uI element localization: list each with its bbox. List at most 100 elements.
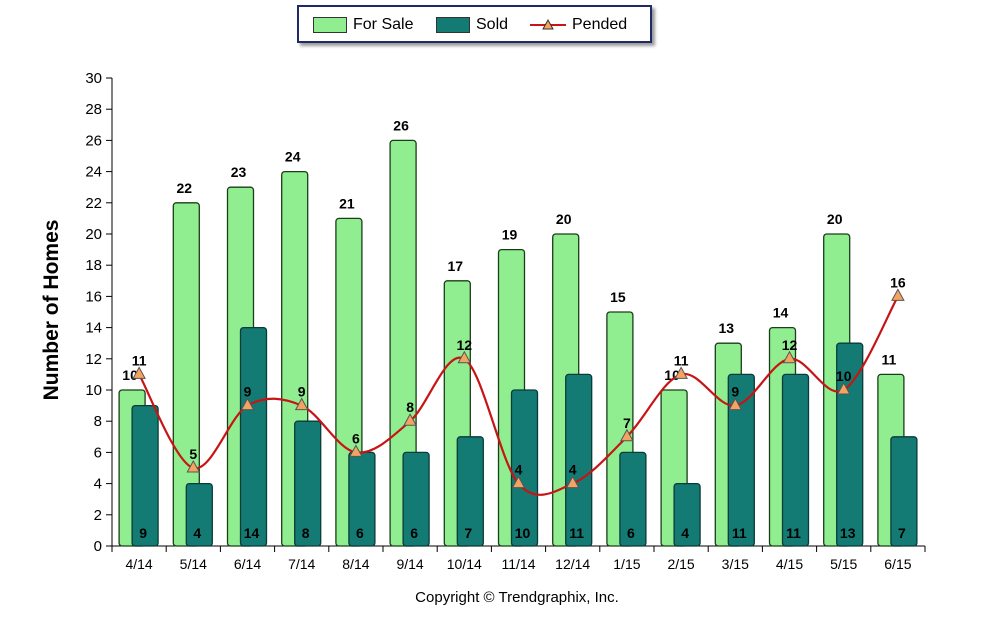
x-tick-label: 4/14 (125, 556, 152, 572)
bar-sold (565, 373, 593, 547)
y-tick-label: 0 (94, 538, 102, 555)
bar-sold (456, 436, 484, 547)
marker-pended (349, 444, 363, 457)
point-label-pended: 8 (406, 399, 414, 415)
bar-label-for-sale: 11 (881, 351, 896, 367)
bar-label-for-sale: 19 (502, 227, 518, 243)
y-tick-label: 24 (85, 164, 102, 181)
legend-label-for-sale: For Sale (353, 16, 414, 33)
bar-label-sold: 13 (840, 525, 856, 541)
bar-sold (185, 482, 213, 547)
bar-label-for-sale: 17 (448, 258, 464, 274)
marker-pended (240, 397, 255, 411)
bar-label-for-sale: 21 (339, 195, 355, 211)
point-label-pended: 6 (352, 430, 360, 446)
bar-label-sold: 7 (464, 525, 472, 541)
y-tick-label: 30 (85, 70, 102, 87)
point-label-pended: 11 (132, 352, 147, 368)
legend-swatch-for-sale (313, 17, 347, 33)
point-label-pended: 4 (515, 462, 523, 478)
point-label-pended: 12 (457, 337, 473, 353)
bar-sold (402, 451, 430, 547)
x-tick-label: 1/15 (613, 556, 640, 572)
bar-label-for-sale: 26 (393, 117, 409, 133)
y-tick-label: 12 (85, 351, 102, 368)
y-tick-label: 2 (94, 507, 102, 524)
legend-swatch-pended (530, 18, 566, 30)
bar-label-sold: 6 (356, 525, 364, 541)
bar-sold (239, 326, 268, 547)
bar-label-for-sale: 24 (285, 149, 301, 165)
x-tick-label: 2/15 (667, 556, 694, 572)
legend-label-sold: Sold (476, 16, 509, 33)
x-tick-label: 4/15 (776, 556, 803, 572)
y-tick-label: 22 (85, 195, 102, 212)
marker-pended (674, 366, 688, 379)
point-label-pended: 7 (623, 415, 631, 431)
bar-label-for-sale: 13 (719, 320, 735, 336)
copyright-text: Copyright © Trendgraphix, Inc. (415, 589, 619, 606)
bar-label-sold: 11 (732, 525, 747, 541)
bar-sold (781, 373, 810, 547)
legend-item-pended: Pended (530, 16, 627, 34)
bar-label-sold: 6 (627, 525, 635, 541)
bar-label-sold: 6 (410, 525, 418, 541)
bar-sold (890, 436, 918, 547)
point-label-pended: 9 (298, 384, 306, 400)
marker-pended (565, 475, 580, 489)
point-label-pended: 4 (569, 462, 577, 478)
y-tick-label: 4 (94, 476, 102, 493)
x-tick-label: 8/14 (342, 556, 369, 572)
legend-label-pended: Pended (572, 16, 628, 33)
y-tick-label: 8 (94, 413, 102, 430)
marker-pended (457, 350, 472, 364)
point-label-pended: 5 (189, 446, 197, 462)
bar-label-for-sale: 23 (231, 164, 247, 180)
marker-pended (186, 459, 201, 473)
point-label-pended: 9 (731, 384, 739, 400)
bar-label-sold: 4 (193, 525, 201, 541)
y-axis-label: Number of Homes (40, 219, 63, 401)
y-tick-label: 16 (85, 288, 102, 305)
bar-for-sale (389, 139, 417, 547)
x-tick-label: 6/14 (234, 556, 261, 572)
x-tick-label: 6/15 (884, 556, 911, 572)
bar-sold (673, 482, 701, 547)
legend-item-for-sale: For Sale (313, 16, 413, 34)
bar-label-for-sale: 14 (773, 305, 789, 321)
x-tick-label: 5/14 (180, 556, 207, 572)
marker-pended (728, 397, 743, 411)
marker-pended (403, 413, 417, 426)
marker-pended (294, 397, 309, 411)
bar-label-sold: 14 (244, 525, 260, 541)
bar-label-for-sale: 20 (556, 211, 572, 227)
y-tick-label: 18 (85, 257, 102, 274)
legend-swatch-sold (436, 17, 470, 33)
x-tick-label: 9/14 (396, 556, 423, 572)
bar-label-for-sale: 10 (664, 367, 680, 383)
bar-label-sold: 11 (569, 525, 584, 541)
marker-pended (511, 475, 526, 489)
bar-sold (619, 451, 647, 547)
bar-for-sale (172, 202, 200, 547)
x-tick-label: 10/14 (447, 556, 482, 572)
point-label-pended: 11 (674, 352, 689, 368)
bar-sold (131, 404, 159, 547)
bar-label-for-sale: 20 (827, 211, 843, 227)
y-tick-label: 10 (85, 382, 102, 399)
bar-label-sold: 9 (139, 525, 147, 541)
bar-sold (727, 373, 755, 547)
bar-label-sold: 8 (302, 525, 310, 541)
bar-label-sold: 7 (898, 525, 906, 541)
marker-pended (891, 288, 905, 301)
y-tick-label: 28 (85, 101, 102, 118)
point-label-pended: 12 (782, 337, 798, 353)
y-tick-label: 20 (85, 226, 102, 243)
point-label-pended: 9 (244, 384, 252, 400)
marker-pended (132, 366, 146, 379)
bar-label-sold: 4 (681, 525, 689, 541)
point-label-pended: 16 (890, 274, 906, 290)
bar-label-for-sale: 22 (177, 180, 193, 196)
bar-sold (294, 420, 322, 547)
